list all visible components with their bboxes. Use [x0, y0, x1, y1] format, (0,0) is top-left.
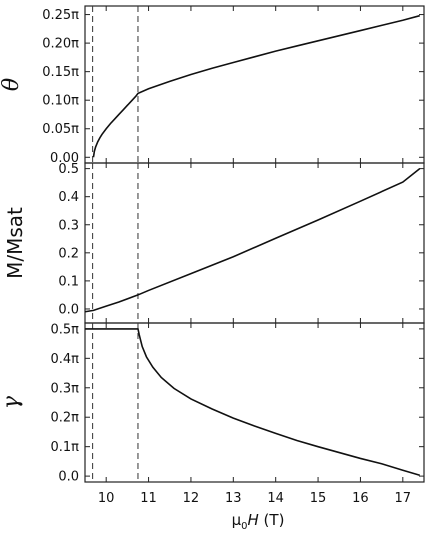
y-axis-label-theta: θ [0, 78, 24, 91]
x-tick-label: 14 [267, 491, 284, 506]
panel-gamma-frame [84, 322, 425, 483]
y-tick-label: 0.4 [58, 190, 79, 205]
x-axis-label-prefix: μ [232, 511, 242, 529]
x-tick-label: 11 [140, 491, 157, 506]
x-axis-label-subscript: 0 [241, 521, 247, 532]
y-axis-label-gamma: γ [0, 395, 24, 409]
y-tick-label: 0.5 [58, 162, 79, 177]
x-axis-label-variable: H [248, 511, 259, 529]
y-axis-label-magnetization: M/Msat [3, 207, 27, 279]
series-line-gamma [85, 328, 420, 476]
y-tick-label: 0.25π [42, 8, 79, 23]
panel-magnetization: 0.0 0.1 0.2 0.3 0.4 0.5 M/Msat [3, 162, 425, 324]
x-tick-label: 10 [98, 491, 115, 506]
y-tick-label: 0.3π [50, 381, 79, 396]
x-tick-label: 16 [352, 491, 369, 506]
y-tick-label: 0.15π [42, 65, 79, 80]
y-tick-label: 0.0 [58, 470, 79, 485]
panel-magnetization-frame [84, 162, 425, 324]
series-line-magnetization [84, 167, 421, 313]
y-tick-label: 0.05π [42, 122, 79, 137]
y-tick-label: 0.2π [50, 411, 79, 426]
x-axis-label: μ0H (T) [232, 511, 285, 532]
panel-theta: 0.00 0.05π 0.10π 0.15π 0.20π 0.25π θ [0, 5, 425, 166]
x-tick-label: 17 [395, 491, 412, 506]
x-tick-label: 12 [183, 491, 200, 506]
panel-gamma: 0.0 0.1π 0.2π 0.3π 0.4π 0.5π γ 10 11 12 13 14 15 16 17 [0, 322, 425, 506]
x-tick-label: 13 [225, 491, 242, 506]
x-tick-label: 15 [310, 491, 327, 506]
y-tick-label: 0.1π [50, 440, 79, 455]
y-tick-label: 0.20π [42, 37, 79, 52]
y-tick-label: 0.4π [50, 352, 79, 367]
y-tick-label: 0.00 [50, 151, 79, 166]
y-tick-label: 0.10π [42, 94, 79, 109]
y-tick-label: 0.3 [58, 218, 79, 233]
y-tick-label: 0.2 [58, 246, 79, 261]
y-tick-label: 0.5π [50, 322, 79, 337]
panel-theta-frame [84, 5, 425, 164]
y-tick-label: 0.1 [58, 274, 79, 289]
series-line-theta [92, 14, 420, 158]
x-axis-label-unit: (T) [259, 511, 285, 529]
y-tick-label: 0.0 [58, 302, 79, 317]
